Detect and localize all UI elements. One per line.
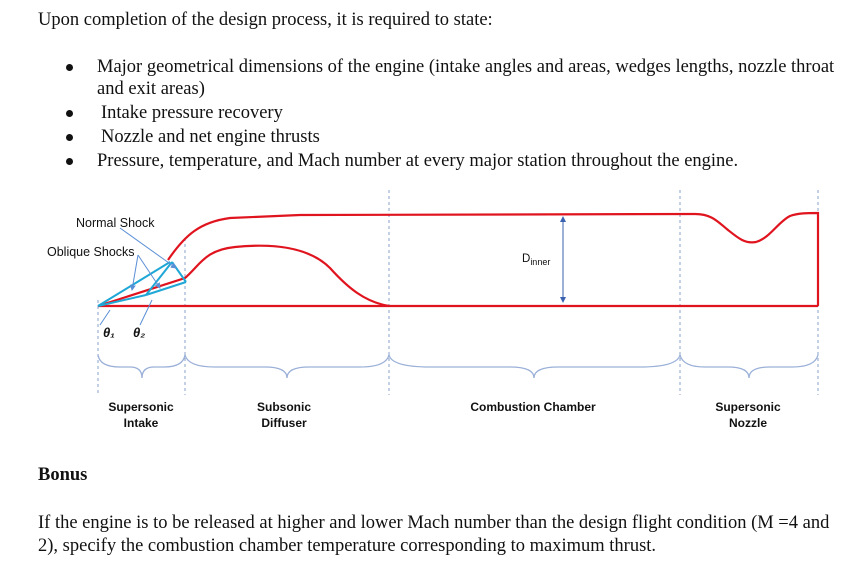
brace-intake <box>97 354 186 379</box>
brace-diffuser <box>184 354 390 379</box>
section-label-intake-1: Supersonic <box>108 400 174 414</box>
engine-outer-wall <box>167 211 820 306</box>
d-inner-subscript: inner <box>530 257 550 267</box>
list-item-text: Major geometrical dimensions of the engi… <box>97 57 835 99</box>
shock-waves <box>97 261 187 307</box>
theta2-label: θ₂ <box>133 325 145 340</box>
theta1-label: θ₁ <box>103 325 115 340</box>
flow-ray <box>145 281 187 296</box>
oblique-shocks-label: Oblique Shocks <box>47 245 135 259</box>
engine-diagram: Normal Shock Oblique Shocks θ₁ θ₂ Dinner… <box>47 190 820 430</box>
oblique-shock-1 <box>97 261 171 307</box>
section-braces <box>97 354 819 379</box>
normal-shock-label: Normal Shock <box>76 216 155 230</box>
oblique-shock-leader <box>129 254 139 291</box>
list-item-text: Intake pressure recovery <box>101 103 283 123</box>
section-label-diffuser-2: Diffuser <box>261 416 307 430</box>
brace-chamber <box>388 354 681 379</box>
bullet-icon <box>66 64 73 71</box>
theta1-leader <box>99 309 111 326</box>
brace-nozzle <box>679 354 819 379</box>
bonus-text: If the engine is to be released at highe… <box>38 513 830 556</box>
section-label-nozzle-2: Nozzle <box>729 416 767 430</box>
oblique-shock-leader <box>137 254 161 289</box>
bullet-icon <box>66 134 73 141</box>
section-label-chamber: Combustion Chamber <box>470 400 596 414</box>
section-label-diffuser-1: Subsonic <box>257 400 311 414</box>
list-item-text: Nozzle and net engine thrusts <box>101 127 320 147</box>
section-label-intake-2: Intake <box>124 416 159 430</box>
list-item: Intake pressure recovery <box>66 102 836 124</box>
bullet-icon <box>66 158 73 165</box>
list-item-text: Pressure, temperature, and Mach number a… <box>97 151 739 171</box>
d-inner-main: D <box>522 253 530 265</box>
list-item: Nozzle and net engine thrusts <box>66 126 836 148</box>
station-lines <box>97 190 819 395</box>
intro-text: Upon completion of the design process, i… <box>38 10 493 30</box>
flow-ray <box>97 294 147 307</box>
engine-center-body <box>97 244 390 308</box>
d-inner-label: Dinner <box>522 253 550 267</box>
bullet-icon <box>66 110 73 117</box>
list-item: Major geometrical dimensions of the engi… <box>66 56 836 100</box>
normal-shock-leader <box>119 227 177 269</box>
requirements-list: Major geometrical dimensions of the engi… <box>66 56 836 174</box>
list-item: Pressure, temperature, and Mach number a… <box>66 150 836 172</box>
theta2-leader <box>139 299 153 326</box>
section-label-nozzle-1: Supersonic <box>715 400 781 414</box>
oblique-shock-2 <box>145 261 173 296</box>
label-leaders <box>99 227 177 326</box>
bonus-heading: Bonus <box>38 465 88 485</box>
